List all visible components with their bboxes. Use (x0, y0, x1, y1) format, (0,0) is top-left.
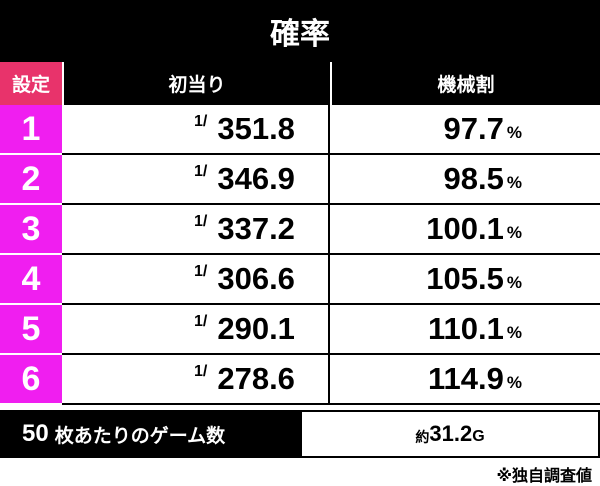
note: ※独自調査値 (496, 468, 592, 485)
footer-unit: G (472, 427, 485, 445)
footer-value-box: 約 31.2 G (300, 410, 600, 458)
first-hit-cell: 1/351.8 (62, 105, 330, 155)
hit-prefix: 1/ (194, 363, 208, 380)
hit-prefix: 1/ (194, 113, 208, 130)
setting-cell: 4 (0, 255, 62, 305)
hit-prefix: 1/ (194, 313, 208, 330)
payout-cell: 97.7% (330, 105, 600, 155)
setting-cell: 3 (0, 205, 62, 255)
payout-unit: % (506, 223, 522, 242)
first-hit-cell: 1/290.1 (62, 305, 330, 355)
payout-value: 114.9 (428, 361, 504, 396)
setting-cell: 2 (0, 155, 62, 205)
hit-prefix: 1/ (194, 163, 208, 180)
header-first-hit: 初当り (62, 62, 330, 105)
hit-value: 346.9 (217, 161, 295, 196)
hit-prefix: 1/ (194, 263, 208, 280)
payout-value: 105.5 (426, 261, 504, 296)
footer-value: 31.2 (429, 421, 473, 446)
payout-unit: % (506, 123, 522, 142)
title: 確率 (0, 0, 600, 62)
hit-value: 278.6 (217, 361, 295, 396)
header-setting: 設定 (0, 62, 62, 105)
hit-value: 351.8 (217, 111, 295, 146)
payout-unit: % (506, 173, 522, 192)
footer-text: 枚あたりのゲーム数 (54, 425, 226, 447)
hit-value: 306.6 (217, 261, 295, 296)
payout-value: 100.1 (426, 211, 504, 246)
hit-value: 290.1 (217, 311, 295, 346)
payout-unit: % (506, 373, 522, 392)
first-hit-cell: 1/337.2 (62, 205, 330, 255)
payout-value: 98.5 (443, 161, 504, 196)
header-payout: 機械割 (330, 62, 600, 105)
setting-cell: 6 (0, 355, 62, 405)
first-hit-cell: 1/346.9 (62, 155, 330, 205)
payout-value: 97.7 (443, 111, 504, 146)
first-hit-cell: 1/306.6 (62, 255, 330, 305)
payout-cell: 105.5% (330, 255, 600, 305)
payout-cell: 100.1% (330, 205, 600, 255)
hit-prefix: 1/ (194, 213, 208, 230)
setting-cell: 5 (0, 305, 62, 355)
payout-value: 110.1 (428, 311, 504, 346)
payout-cell: 98.5% (330, 155, 600, 205)
payout-cell: 114.9% (330, 355, 600, 405)
footer-prefix: 約 (415, 429, 430, 445)
payout-unit: % (506, 323, 522, 342)
hit-value: 337.2 (217, 211, 295, 246)
footer-number: 50 (22, 420, 49, 447)
footer-label: 50 枚あたりのゲーム数 (0, 410, 300, 458)
first-hit-cell: 1/278.6 (62, 355, 330, 405)
setting-cell: 1 (0, 105, 62, 155)
payout-unit: % (506, 273, 522, 292)
payout-cell: 110.1% (330, 305, 600, 355)
